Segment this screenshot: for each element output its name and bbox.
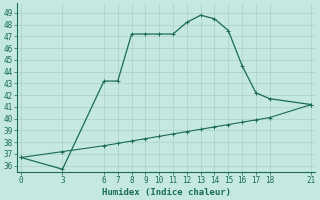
X-axis label: Humidex (Indice chaleur): Humidex (Indice chaleur): [102, 188, 231, 197]
